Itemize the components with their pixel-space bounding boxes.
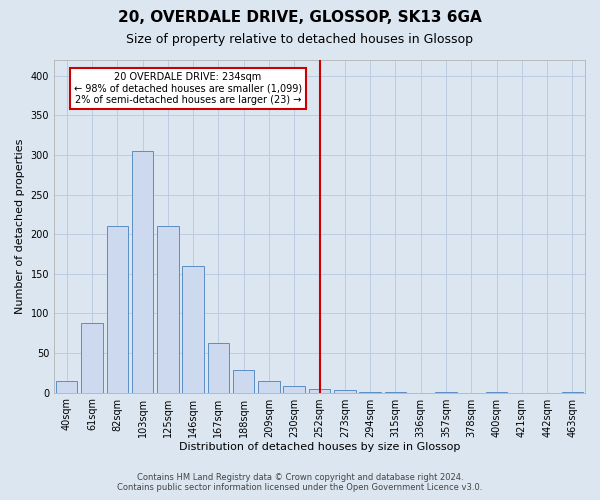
Text: 20, OVERDALE DRIVE, GLOSSOP, SK13 6GA: 20, OVERDALE DRIVE, GLOSSOP, SK13 6GA — [118, 10, 482, 25]
Bar — [309, 388, 330, 392]
Bar — [208, 344, 229, 392]
Bar — [258, 380, 280, 392]
Y-axis label: Number of detached properties: Number of detached properties — [15, 138, 25, 314]
Bar — [56, 380, 77, 392]
X-axis label: Distribution of detached houses by size in Glossop: Distribution of detached houses by size … — [179, 442, 460, 452]
Text: 20 OVERDALE DRIVE: 234sqm
← 98% of detached houses are smaller (1,099)
2% of sem: 20 OVERDALE DRIVE: 234sqm ← 98% of detac… — [74, 72, 302, 105]
Text: Contains HM Land Registry data © Crown copyright and database right 2024.
Contai: Contains HM Land Registry data © Crown c… — [118, 473, 482, 492]
Bar — [157, 226, 179, 392]
Bar — [334, 390, 356, 392]
Bar — [107, 226, 128, 392]
Bar — [132, 151, 153, 392]
Bar — [283, 386, 305, 392]
Bar — [182, 266, 204, 392]
Bar — [233, 370, 254, 392]
Bar — [81, 323, 103, 392]
Text: Size of property relative to detached houses in Glossop: Size of property relative to detached ho… — [127, 32, 473, 46]
